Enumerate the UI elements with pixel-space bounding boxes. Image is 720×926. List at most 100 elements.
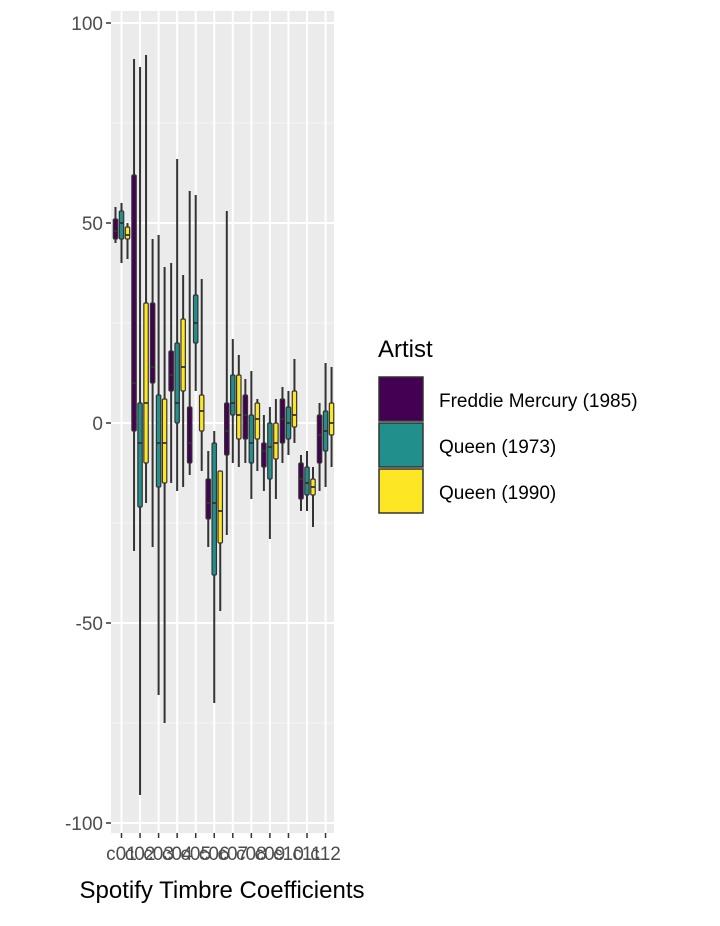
box-body	[198, 394, 205, 432]
x-tick-label: c05	[180, 844, 211, 865]
boxplot-mark	[279, 387, 286, 463]
boxplot-mark	[192, 195, 199, 391]
boxplot-mark	[310, 467, 316, 527]
axis-layer: -100 -50 0 50 100 c01c02c03c04c05c06c07c08c09…	[65, 14, 341, 865]
box-body	[211, 442, 218, 576]
x-tick-label: c09	[255, 844, 286, 865]
box-body	[279, 398, 286, 444]
legend-title: Artist	[378, 336, 433, 363]
x-tick-label: c11	[292, 844, 321, 865]
boxplot-mark	[254, 399, 261, 471]
box-body	[267, 422, 273, 480]
boxplot-mark	[161, 267, 168, 723]
x-tick-label: c10	[273, 844, 304, 865]
box-body	[168, 350, 174, 392]
series-queen-1973	[118, 67, 329, 795]
x-tick-label: c02	[125, 844, 156, 865]
x-tick-label: c06	[199, 844, 230, 865]
box-layer	[112, 55, 335, 795]
x-axis-title: Spotify Timbre Coefficients	[79, 877, 364, 904]
boxplot-mark	[124, 223, 131, 259]
boxplot-mark	[112, 207, 119, 243]
box-body	[230, 374, 236, 416]
box-body	[217, 470, 224, 544]
x-tick-label: c08	[236, 844, 267, 865]
y-tick-label: -50	[76, 614, 103, 635]
boxplot-mark	[149, 239, 156, 547]
x-tick-label: c01	[106, 844, 137, 865]
box-body	[124, 226, 131, 240]
boxplot-mark	[137, 67, 143, 795]
box-body	[174, 342, 180, 424]
legend-label: Queen (1973)	[439, 437, 556, 458]
boxplot-mark	[143, 55, 149, 503]
box-body	[205, 478, 212, 520]
boxplot-mark	[242, 379, 249, 463]
x-tick-label: c04	[162, 844, 193, 865]
boxplot-mark	[285, 391, 292, 455]
boxplot-mark	[328, 367, 335, 467]
box-body	[180, 318, 186, 392]
boxplot-mark	[180, 275, 186, 487]
series-queen-1990	[124, 55, 335, 723]
boxplot-mark	[298, 455, 304, 511]
boxplot-mark	[322, 363, 329, 487]
boxplot-mark	[248, 371, 255, 499]
boxplot-mark	[291, 359, 298, 443]
box-body	[118, 210, 125, 240]
y-tick-label: 0	[92, 414, 103, 435]
boxplot-mark	[217, 470, 224, 611]
boxplot-mark	[267, 407, 273, 539]
boxplot-mark	[174, 159, 180, 491]
boxplot-mark	[118, 203, 125, 263]
boxplot-mark	[273, 399, 279, 499]
box-body	[291, 390, 298, 428]
boxplot-mark	[230, 339, 236, 463]
box-body	[273, 422, 279, 460]
x-tick-label: c07	[217, 844, 248, 865]
legend: Artist Freddie Mercury (1985) Queen (1973)…	[378, 336, 638, 514]
box-body	[261, 442, 267, 468]
box-body	[304, 466, 310, 496]
box-body	[328, 402, 335, 436]
boxplot-mark	[168, 263, 174, 483]
series-freddie-mercury-1985	[112, 59, 323, 551]
box-body	[137, 402, 143, 508]
box-body	[242, 394, 249, 440]
legend-swatch	[378, 376, 424, 422]
boxplot-mark	[261, 415, 267, 491]
legend-swatch	[378, 422, 424, 468]
boxplot-mark	[224, 211, 230, 535]
box-body	[149, 302, 156, 384]
box-body	[112, 218, 119, 240]
x-tick-label: c03	[143, 844, 174, 865]
y-tick-label: 50	[82, 214, 103, 235]
legend-swatch	[378, 468, 424, 514]
box-body	[192, 294, 199, 344]
boxplot-mark	[211, 431, 218, 703]
box-body	[143, 302, 149, 464]
legend-label: Freddie Mercury (1985)	[439, 391, 638, 412]
box-body	[316, 414, 323, 464]
legend-label: Queen (1990)	[439, 483, 556, 504]
boxplot-mark	[155, 235, 162, 695]
boxplot-mark	[304, 451, 310, 511]
box-body	[248, 414, 255, 464]
x-tick-label: c12	[310, 844, 341, 865]
box-body	[186, 406, 193, 464]
boxplot-mark	[236, 355, 242, 467]
boxplot-mark	[186, 191, 193, 475]
y-tick-label: -100	[65, 814, 103, 835]
boxplot-mark	[316, 403, 323, 491]
box-body	[155, 394, 162, 488]
box-body	[236, 374, 242, 440]
boxplot-mark	[131, 59, 137, 551]
box-body	[298, 462, 304, 500]
boxplot-mark	[205, 451, 212, 547]
box-body	[161, 398, 168, 484]
box-body	[131, 174, 137, 432]
boxplot-mark	[198, 279, 205, 471]
y-tick-label: 100	[71, 14, 103, 35]
